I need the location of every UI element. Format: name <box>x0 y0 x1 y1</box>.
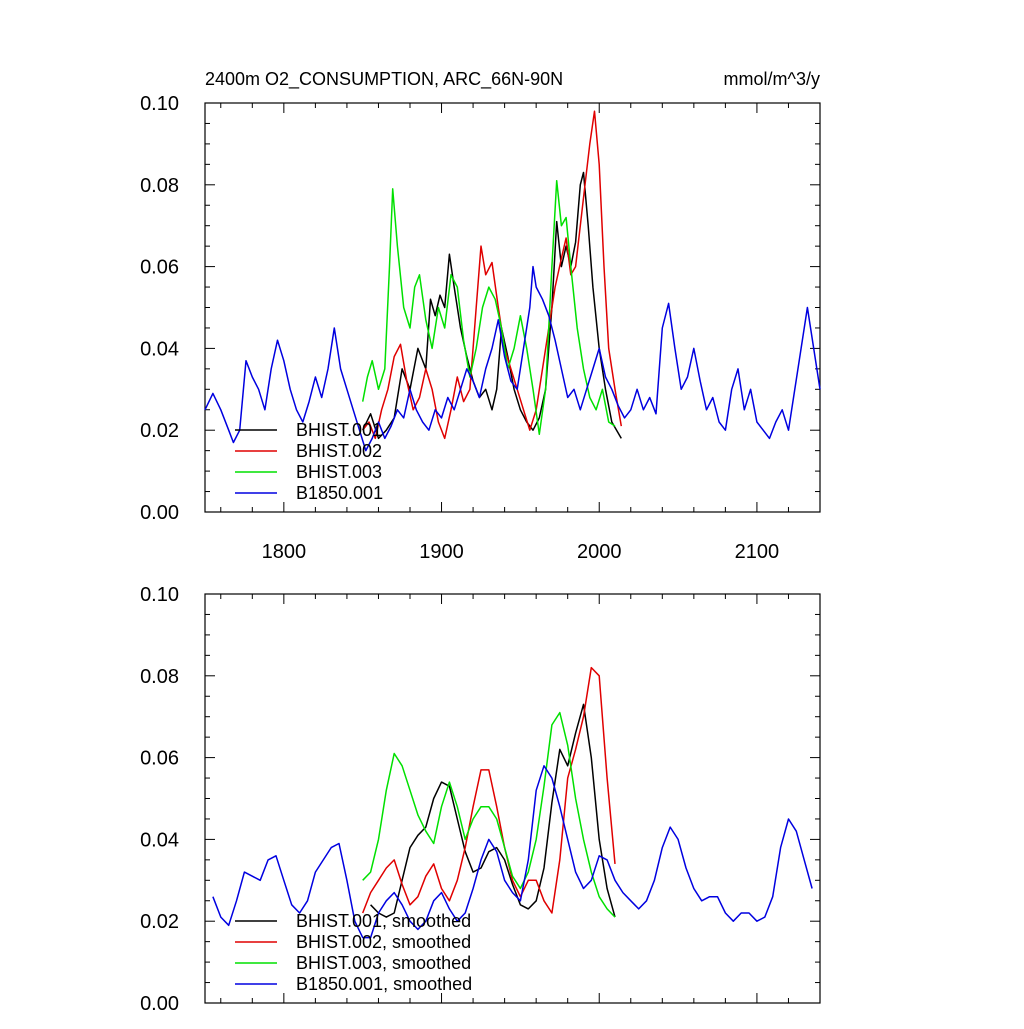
legend-label: BHIST.002, smoothed <box>296 932 471 952</box>
panel-top: 0.00 0.02 0.04 0.06 0.08 0.10 1800 1900 2000 2100… <box>140 69 821 563</box>
legend-label: BHIST.003 <box>296 462 382 482</box>
x-tick-label: 2100 <box>735 541 780 563</box>
series-line-2 <box>362 110 623 440</box>
series-line-2 <box>362 666 616 914</box>
y-tick-label: 0.10 <box>140 584 179 606</box>
legend-label: B1850.001 <box>296 483 383 503</box>
y-tick-label: 0.00 <box>140 993 179 1015</box>
y-tick-label: 0.02 <box>140 911 179 933</box>
series-line-4 <box>204 265 821 452</box>
legend-label: BHIST.003, smoothed <box>296 953 471 973</box>
x-tick-label: 2000 <box>577 541 622 563</box>
y-tick-label: 0.02 <box>140 420 179 442</box>
series-line-3 <box>361 179 616 436</box>
x-tick-label: 1900 <box>419 541 464 563</box>
y-tick-label: 0.08 <box>140 175 179 197</box>
series-line-1 <box>362 171 622 440</box>
series-line-4 <box>212 765 813 939</box>
panel-bottom: 0.00 0.02 0.04 0.06 0.08 0.10 BHIST.001, smoot… <box>140 584 821 1015</box>
y-tick-label: 0.06 <box>140 257 179 279</box>
x-tick-label: 1800 <box>262 541 307 563</box>
legend-label: BHIST.001, smoothed <box>296 911 471 931</box>
legend-label: BHIST.002 <box>296 441 382 461</box>
series-line-3 <box>362 711 616 918</box>
chart-units: mmol/m^3/y <box>724 69 820 89</box>
y-tick-label: 0.06 <box>140 748 179 770</box>
y-tick-label: 0.04 <box>140 829 179 851</box>
y-tick-label: 0.04 <box>140 338 179 360</box>
y-tick-label: 0.10 <box>140 93 179 115</box>
y-tick-label: 0.08 <box>140 666 179 688</box>
legend-label: B1850.001, smoothed <box>296 974 472 994</box>
chart-title: 2400m O2_CONSUMPTION, ARC_66N-90N <box>205 69 563 90</box>
series-line-1 <box>370 703 616 918</box>
legend-label: BHIST.001 <box>296 420 382 440</box>
y-tick-label: 0.00 <box>140 502 179 524</box>
